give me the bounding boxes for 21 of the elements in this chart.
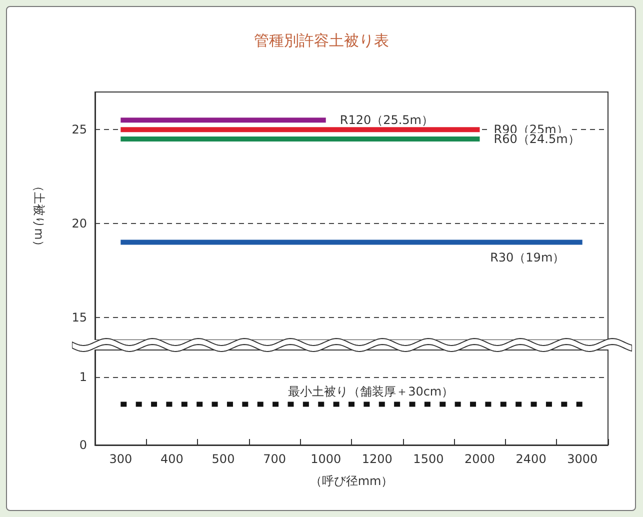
y-tick-label: 1 xyxy=(79,370,87,384)
x-tick-label: 3000 xyxy=(567,452,598,466)
y-tick-label: 20 xyxy=(72,216,87,231)
y-tick-label: 0 xyxy=(79,438,87,452)
y-tick-label: 15 xyxy=(72,310,87,324)
x-tick-label: 1500 xyxy=(413,452,444,466)
chart-title: 管種別許容土被り表 xyxy=(254,32,389,50)
x-tick-label: 1200 xyxy=(362,452,392,466)
y-tick-label: 25 xyxy=(72,122,87,137)
series-label: 最小土被り（舗装厚＋30cm） xyxy=(288,384,454,398)
series-label: R30（19m） xyxy=(490,250,565,264)
series-label: R120（25.5m） xyxy=(340,113,434,128)
x-tick-label: 300 xyxy=(109,452,132,466)
x-tick-label: 400 xyxy=(160,452,184,466)
x-tick-label: 2400 xyxy=(516,452,546,466)
x-tick-label: 500 xyxy=(212,452,235,466)
x-tick-label: 1000 xyxy=(310,452,342,466)
x-axis-title: （呼び径mm） xyxy=(310,474,394,488)
x-tick-label: 2000 xyxy=(464,452,496,466)
x-tick-label: 700 xyxy=(263,452,286,466)
y-axis-title: （土被りm） xyxy=(32,180,46,252)
